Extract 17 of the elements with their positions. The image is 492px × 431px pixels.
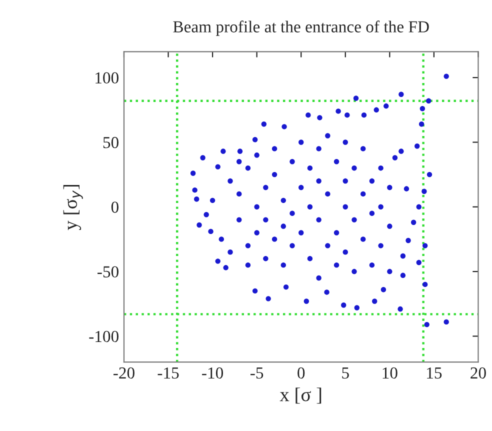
x-tick-label: 20 xyxy=(470,367,486,379)
chart-title: Beam profile at the entrance of the FD xyxy=(173,20,429,36)
x-tick-label: -15 xyxy=(158,367,179,379)
x-tick-label: -10 xyxy=(202,367,224,379)
y-axis-title: y [σ$_{y}$] xyxy=(63,184,83,230)
x-tick-label: 10 xyxy=(382,367,398,379)
y-tick-label: 0 xyxy=(111,202,118,213)
y-tick-label: 50 xyxy=(103,136,118,148)
x-tick-label: 5 xyxy=(342,368,349,379)
y-tick-label: -100 xyxy=(89,330,118,342)
x-tick-label: -20 xyxy=(113,367,134,379)
y-tick-label: -50 xyxy=(98,266,118,278)
y-tick-label: 100 xyxy=(96,72,118,84)
x-tick-label: -5 xyxy=(250,368,264,379)
x-tick-label: 0 xyxy=(298,367,305,379)
x-axis-title: x [σ ] xyxy=(280,388,322,404)
x-tick-label: 15 xyxy=(427,367,442,379)
